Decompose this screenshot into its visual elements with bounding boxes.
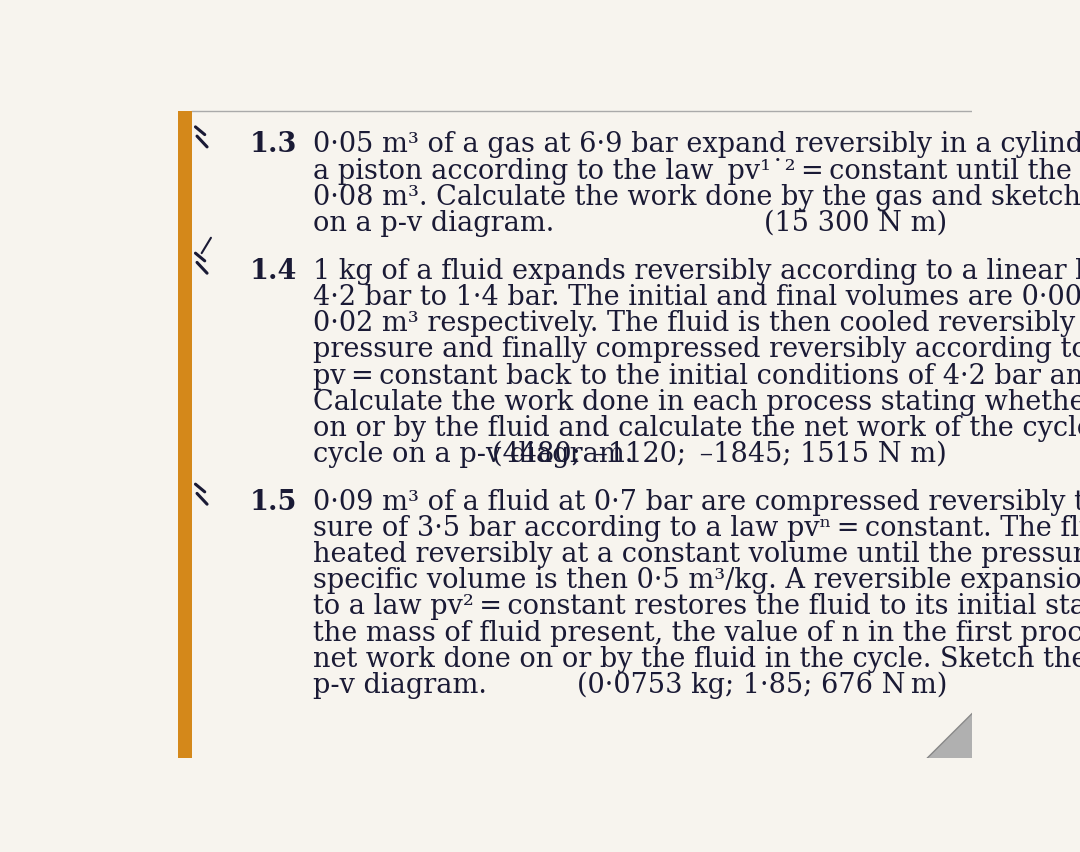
Text: to a law pv² = constant restores the fluid to its initial state. Calculate: to a law pv² = constant restores the flu… — [313, 594, 1080, 620]
Polygon shape — [927, 714, 972, 758]
Text: 0·05 m³ of a gas at 6·9 bar expand reversibly in a cylinder behind: 0·05 m³ of a gas at 6·9 bar expand rever… — [313, 131, 1080, 158]
Text: 1.5: 1.5 — [249, 489, 297, 515]
Text: 0·09 m³ of a fluid at 0·7 bar are compressed reversibly to a pres-: 0·09 m³ of a fluid at 0·7 bar are compre… — [313, 489, 1080, 515]
Text: 4·2 bar to 1·4 bar. The initial and final volumes are 0·004 m³ and: 4·2 bar to 1·4 bar. The initial and fina… — [313, 284, 1080, 311]
Text: 1 kg of a fluid expands reversibly according to a linear law from: 1 kg of a fluid expands reversibly accor… — [313, 258, 1080, 285]
Text: (4480; –1120; –1845; 1515 N m): (4480; –1120; –1845; 1515 N m) — [492, 441, 947, 468]
Text: on or by the fluid and calculate the net work of the cycle. Sketch the: on or by the fluid and calculate the net… — [313, 415, 1080, 442]
Text: on a p-v diagram.: on a p-v diagram. — [313, 210, 554, 237]
Text: 1.3: 1.3 — [249, 131, 297, 158]
Text: pressure and finally compressed reversibly according to a law: pressure and finally compressed reversib… — [313, 337, 1080, 363]
Text: specific volume is then 0·5 m³/kg. A reversible expansion according: specific volume is then 0·5 m³/kg. A rev… — [313, 567, 1080, 595]
Text: cycle on a p-v diagram.: cycle on a p-v diagram. — [313, 441, 634, 468]
Text: (15 300 N m): (15 300 N m) — [764, 210, 947, 237]
Text: 0·02 m³ respectively. The fluid is then cooled reversibly at constant: 0·02 m³ respectively. The fluid is then … — [313, 310, 1080, 337]
Text: the mass of fluid present, the value of n in the first process, and the: the mass of fluid present, the value of … — [313, 619, 1080, 647]
Text: heated reversibly at a constant volume until the pressure is 4 bar; the: heated reversibly at a constant volume u… — [313, 541, 1080, 568]
Text: Calculate the work done in each process stating whether it is done: Calculate the work done in each process … — [313, 389, 1080, 416]
Text: pv = constant back to the initial conditions of 4·2 bar and 0·004 m³.: pv = constant back to the initial condit… — [313, 362, 1080, 389]
Text: p-v diagram.: p-v diagram. — [313, 672, 487, 699]
Bar — [177, 112, 191, 758]
Text: net work done on or by the fluid in the cycle. Sketch the cycle on a: net work done on or by the fluid in the … — [313, 646, 1080, 673]
Text: 1.4: 1.4 — [249, 258, 297, 285]
Text: 0·08 m³. Calculate the work done by the gas and sketch the process: 0·08 m³. Calculate the work done by the … — [313, 184, 1080, 210]
Polygon shape — [927, 714, 972, 758]
Text: sure of 3·5 bar according to a law pvⁿ = constant. The fluid is then: sure of 3·5 bar according to a law pvⁿ =… — [313, 515, 1080, 542]
Text: (0·0753 kg; 1·85; 676 N m): (0·0753 kg; 1·85; 676 N m) — [577, 672, 947, 699]
Text: a piston according to the law  pv¹˙² = constant until the volume is: a piston according to the law pv¹˙² = co… — [313, 158, 1080, 185]
